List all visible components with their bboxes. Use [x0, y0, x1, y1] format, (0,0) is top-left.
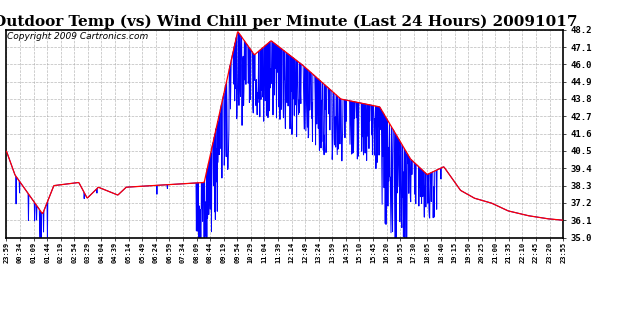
Text: Copyright 2009 Cartronics.com: Copyright 2009 Cartronics.com	[7, 32, 148, 41]
Title: Outdoor Temp (vs) Wind Chill per Minute (Last 24 Hours) 20091017: Outdoor Temp (vs) Wind Chill per Minute …	[0, 14, 577, 28]
